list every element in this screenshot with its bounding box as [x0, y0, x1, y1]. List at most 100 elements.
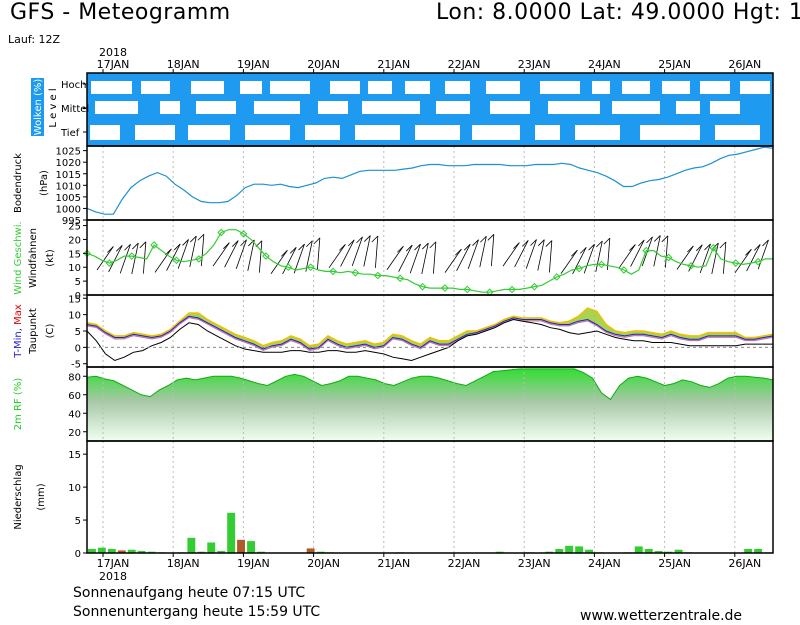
- wind-marker: [284, 263, 293, 272]
- tmax-line: [86, 307, 774, 347]
- wind-barb-flag: [173, 243, 181, 251]
- level-axis-label: L e v e l: [48, 88, 59, 127]
- precip-unit-label: (mm): [36, 483, 47, 510]
- wind-barb-flag: [455, 248, 462, 256]
- pressure-axis-label: Bodendruck: [13, 153, 24, 213]
- x-tick-label-top: 25JAN: [658, 58, 691, 71]
- location-info: Lon: 8.0000 Lat: 49.0000 Hgt: 17: [436, 0, 800, 25]
- x-tick-label-top: 22JAN: [448, 58, 481, 71]
- x-tick-label-bottom: 22JAN: [448, 557, 481, 570]
- tmin-shadow-line: [86, 317, 774, 351]
- wind-barb-flag: [240, 239, 247, 247]
- wind-barb: [119, 244, 131, 274]
- precip-bar: [555, 549, 564, 553]
- wind-barb-flag: [405, 244, 413, 252]
- y-tick-label: 15: [68, 450, 81, 461]
- y-tick-label: 1015: [56, 170, 81, 181]
- wind-marker: [262, 252, 270, 260]
- y-tick-label: 0: [75, 549, 81, 560]
- rh-axis-label: 2m RF (%): [13, 378, 24, 431]
- wind-marker: [105, 259, 114, 267]
- wind-barb-flag: [762, 239, 769, 247]
- precip-bar: [227, 512, 236, 553]
- precip-bar: [754, 549, 762, 553]
- y-tick-label: 0: [75, 343, 81, 354]
- x-tick-label-bottom: 18JAN: [167, 557, 200, 570]
- wind-marker: [552, 273, 561, 281]
- wind-barb-flag: [629, 244, 636, 251]
- wind-barb: [456, 244, 471, 272]
- y-tick-label: 25: [68, 222, 81, 233]
- wind-barb-flag: [661, 235, 669, 243]
- precip-bar: [575, 546, 584, 553]
- wind-barb: [757, 239, 769, 270]
- wind-barb: [351, 236, 363, 267]
- wind-barb: [595, 240, 603, 272]
- x-tick-label-top: 21JAN: [377, 58, 410, 71]
- wind-barb-flag: [223, 242, 230, 249]
- cloud-segment: [486, 81, 520, 94]
- wind-barb-flag: [745, 249, 752, 256]
- wind-barb: [723, 241, 727, 274]
- wind-barb: [363, 235, 371, 267]
- x-tick-label-top: 20JAN: [307, 58, 340, 71]
- wind-barb: [711, 242, 719, 274]
- wind-marker: [195, 255, 203, 263]
- source-url[interactable]: www.wetterzentrale.de: [580, 608, 743, 624]
- y-tick-label: -5: [71, 360, 81, 371]
- wind-barb: [502, 242, 520, 267]
- wind-barb-flag: [487, 234, 495, 241]
- y-tick-label: 20: [68, 235, 81, 246]
- wind-marker: [239, 230, 248, 238]
- cloud-segment: [740, 81, 770, 94]
- precip-bar: [88, 549, 96, 553]
- wind-barb: [688, 244, 703, 272]
- wind-marker: [687, 262, 695, 270]
- cloud-segment: [415, 125, 460, 140]
- y-tick-label: 15: [68, 294, 81, 305]
- wind-barb-flag: [480, 235, 487, 243]
- x-tick-label-bottom: 19JAN: [237, 557, 270, 570]
- wind-marker: [373, 271, 382, 280]
- wind-barb-flag: [521, 240, 529, 247]
- wind-barb: [583, 244, 595, 274]
- wind-marker: [620, 266, 628, 274]
- cloud-segment: [318, 101, 348, 114]
- precip-bar: [306, 548, 315, 553]
- wind-barb: [259, 240, 263, 273]
- wind-barb-flag: [538, 239, 545, 246]
- temperature-axis-label: T-Min, Max: [13, 304, 24, 359]
- wind-marker: [83, 249, 91, 258]
- wind-barb-flag: [289, 247, 297, 254]
- chart-title: GFS - Meteogramm: [10, 0, 231, 25]
- tmin-line: [86, 315, 774, 350]
- cloud-segment: [196, 101, 236, 114]
- wind-barb: [630, 239, 645, 267]
- wind-barb-flag: [339, 244, 346, 251]
- temperature-unit-label: (C): [45, 324, 56, 339]
- y-tick-label: 20: [68, 428, 81, 439]
- cloud-segment: [612, 101, 660, 114]
- dewpoint-axis-label: Taupunkt: [28, 308, 39, 355]
- wind-barb: [537, 239, 545, 271]
- wind-marker: [485, 288, 494, 297]
- wind-barb-flag: [695, 244, 703, 252]
- cloud-segment: [368, 81, 392, 94]
- y-tick-label: 1005: [56, 193, 81, 204]
- x-tick-label-top: 17JAN: [97, 58, 130, 71]
- wind-marker: [530, 282, 539, 291]
- wind-barb: [386, 246, 404, 270]
- temperature-band: [87, 308, 773, 351]
- cloud-segment: [472, 125, 520, 140]
- wind-unit-label: (kt): [45, 249, 56, 267]
- panel-frame: [86, 145, 774, 221]
- wind-barb: [177, 239, 189, 269]
- wind-barb: [734, 249, 752, 274]
- wind-barb-flag: [753, 244, 761, 251]
- y-tick-label: 5: [75, 516, 81, 527]
- cloud-segment: [254, 101, 300, 114]
- wind-marker: [418, 282, 427, 291]
- wind-barb: [108, 245, 123, 273]
- precip-bar: [207, 542, 216, 553]
- windfahnen-label: Windfahnen: [28, 228, 39, 288]
